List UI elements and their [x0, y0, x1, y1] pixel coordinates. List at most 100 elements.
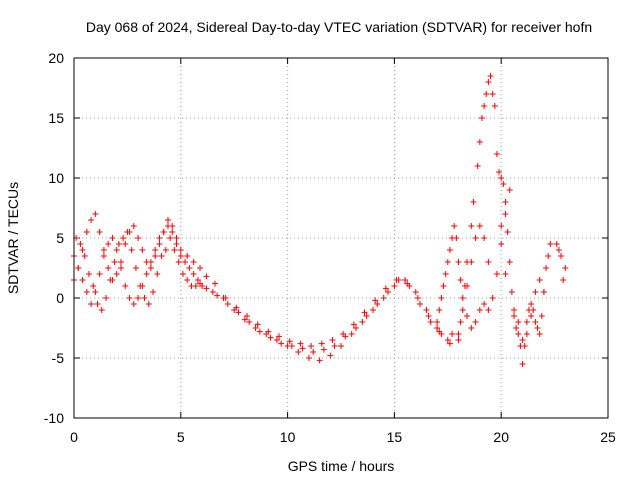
data-point [536, 277, 543, 283]
data-point [453, 235, 460, 241]
data-point [122, 283, 129, 289]
data-point [130, 301, 137, 307]
data-point [162, 247, 169, 253]
data-point [498, 223, 505, 229]
data-point [442, 271, 449, 277]
axis-ticks: 0 5 10 15 20 25 -10 -5 0 5 10 15 20 [44, 50, 616, 445]
data-point [521, 343, 528, 349]
data-point [423, 307, 430, 313]
x-tick-label: 15 [387, 429, 403, 445]
data-point [459, 307, 466, 313]
data-point [177, 247, 184, 253]
data-point [103, 295, 110, 301]
data-point [363, 313, 370, 319]
data-point [184, 277, 191, 283]
data-point [500, 181, 507, 187]
data-point [135, 235, 142, 241]
data-point [468, 259, 475, 265]
y-tick-label: 15 [48, 110, 64, 126]
data-point [305, 355, 312, 361]
data-point [558, 253, 565, 259]
data-point [109, 235, 116, 241]
data-point [425, 313, 432, 319]
data-point [523, 331, 530, 337]
data-point [532, 289, 539, 295]
data-point [528, 301, 535, 307]
data-point [519, 337, 526, 343]
data-point [173, 241, 180, 247]
data-point [77, 241, 84, 247]
data-point [179, 271, 186, 277]
data-point [203, 285, 210, 292]
data-point [186, 265, 193, 271]
data-point [96, 229, 103, 235]
data-point [436, 328, 443, 335]
data-point [504, 229, 511, 235]
data-point [446, 247, 453, 253]
data-point [190, 259, 197, 265]
data-point [391, 283, 398, 289]
data-point [169, 229, 176, 235]
data-points [71, 73, 569, 367]
data-point [455, 331, 462, 337]
data-point [470, 199, 477, 205]
data-point [160, 229, 167, 235]
data-point [468, 325, 475, 331]
data-point [502, 211, 509, 217]
data-point [224, 301, 231, 307]
data-point [359, 319, 366, 325]
y-tick-label: 0 [56, 290, 64, 306]
data-point [145, 301, 152, 307]
data-point [117, 259, 124, 265]
data-point [152, 247, 159, 253]
data-point [79, 277, 86, 283]
data-point [481, 301, 488, 307]
data-point [350, 321, 357, 328]
data-point [555, 247, 562, 253]
data-point [498, 241, 505, 247]
data-point [483, 91, 490, 97]
data-point [340, 331, 347, 337]
data-point [489, 295, 496, 301]
data-point [352, 325, 359, 331]
data-point [316, 357, 323, 364]
data-point [141, 295, 148, 301]
data-point [143, 259, 150, 265]
data-point [380, 295, 387, 301]
data-point [370, 307, 377, 313]
data-point [113, 247, 120, 253]
data-point [491, 103, 498, 109]
data-point [455, 337, 462, 343]
data-point [96, 271, 103, 277]
data-point [444, 259, 451, 265]
data-point [156, 241, 163, 247]
data-point [485, 79, 492, 85]
data-point [457, 277, 464, 283]
data-point [126, 295, 133, 301]
data-point [560, 277, 567, 283]
data-point [487, 73, 494, 79]
data-point [481, 235, 488, 241]
data-point [532, 319, 539, 325]
data-point [152, 253, 159, 259]
data-point [150, 289, 157, 295]
data-point [543, 265, 550, 271]
plot-frame [73, 57, 609, 419]
data-point [120, 235, 127, 241]
data-point [459, 295, 466, 301]
data-point [553, 241, 560, 247]
data-point [126, 229, 133, 235]
data-point [222, 295, 229, 301]
data-point [137, 283, 144, 289]
data-point [440, 283, 447, 289]
data-point [485, 307, 492, 313]
data-point [235, 309, 242, 316]
data-point [297, 340, 304, 347]
data-point [143, 271, 150, 277]
data-point [154, 271, 161, 277]
data-point [513, 325, 520, 331]
data-point [164, 217, 171, 223]
data-point [511, 313, 518, 319]
data-point [169, 223, 176, 229]
data-point [252, 325, 259, 331]
